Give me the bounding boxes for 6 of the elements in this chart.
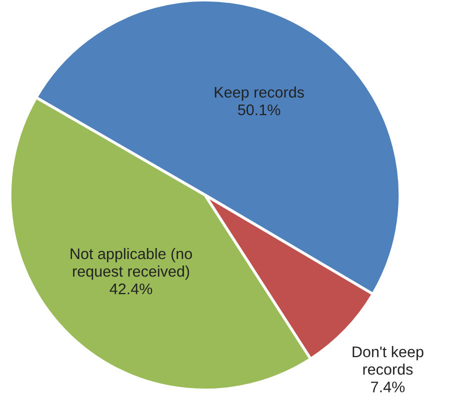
data-label: 7.4% <box>371 382 405 392</box>
slice-label: Keep records <box>214 86 304 101</box>
data-label: 50.1% <box>238 104 280 116</box>
slice-label: Don't keep records <box>352 346 424 375</box>
data-label: 42.4% <box>110 284 152 294</box>
slice-label: Not applicable (no request received) <box>70 248 192 280</box>
